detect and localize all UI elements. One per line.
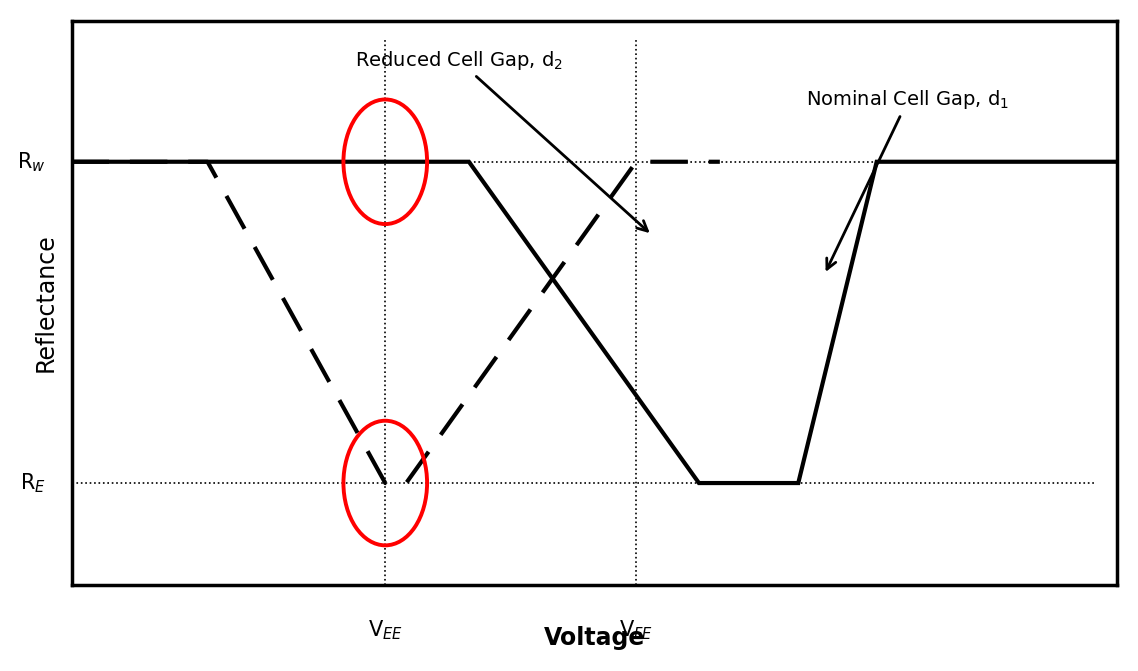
Text: V$_{FE}$: V$_{FE}$ bbox=[619, 618, 653, 642]
Text: Reduced Cell Gap, d$_2$: Reduced Cell Gap, d$_2$ bbox=[355, 49, 648, 231]
Text: V$_{EE}$: V$_{EE}$ bbox=[368, 618, 403, 642]
X-axis label: Voltage: Voltage bbox=[544, 626, 645, 650]
Text: R$_E$: R$_E$ bbox=[19, 471, 46, 495]
Text: Nominal Cell Gap, d$_1$: Nominal Cell Gap, d$_1$ bbox=[807, 89, 1009, 269]
Y-axis label: Reflectance: Reflectance bbox=[34, 234, 58, 372]
Text: R$_w$: R$_w$ bbox=[17, 150, 46, 174]
